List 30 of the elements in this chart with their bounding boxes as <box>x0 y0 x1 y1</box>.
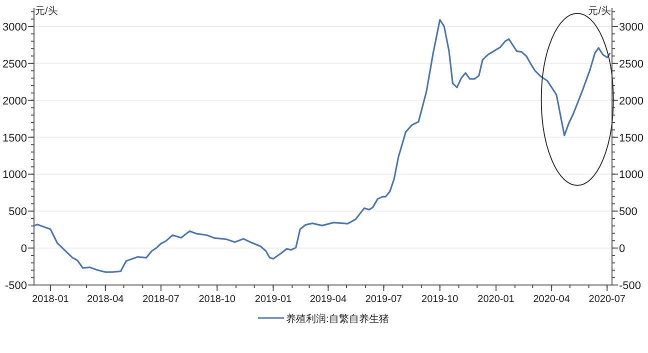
y2-tick-label: 3000 <box>619 21 644 34</box>
y2-tick-label: 1500 <box>619 132 644 144</box>
legend-label: 养殖利润:自繁自养生猪 <box>286 313 389 325</box>
x-tick-label: 2018-04 <box>87 294 124 305</box>
y2-tick-label: 1000 <box>619 169 644 182</box>
y2-tick-label: 2500 <box>619 58 644 70</box>
y-tick-label: 500 <box>8 206 27 218</box>
y2-tick-label: -500 <box>619 280 642 292</box>
y2-tick-label: 2000 <box>619 95 644 108</box>
x-tick-label: 2018-10 <box>198 294 236 305</box>
y-axis-title: 元/头 <box>35 5 58 17</box>
y2-axis-title: 元/头 <box>588 5 611 17</box>
x-tick-label: 2020-07 <box>588 294 626 305</box>
y-tick-label: 0 <box>20 243 27 256</box>
y2-tick-label: 500 <box>619 206 638 218</box>
x-tick-label: 2019-01 <box>254 294 292 305</box>
x-tick-label: 2020-01 <box>478 294 515 305</box>
x-tick-label: 2018-01 <box>32 294 70 305</box>
x-tick-label: 2018-07 <box>142 294 180 305</box>
y-tick-label: 2500 <box>2 58 27 70</box>
y-tick-label: 1000 <box>2 169 27 182</box>
y-tick-label: 1500 <box>2 132 27 144</box>
x-tick-label: 2019-07 <box>365 294 403 305</box>
y-tick-label: 3000 <box>2 21 27 34</box>
y-tick-label: 2000 <box>2 95 27 108</box>
x-tick-label: 2019-04 <box>310 294 347 305</box>
x-tick-label: 2019-10 <box>422 294 459 305</box>
x-tick-label: 2020-04 <box>533 294 570 305</box>
y2-tick-label: 0 <box>619 243 626 256</box>
y-tick-label: -500 <box>4 280 27 292</box>
